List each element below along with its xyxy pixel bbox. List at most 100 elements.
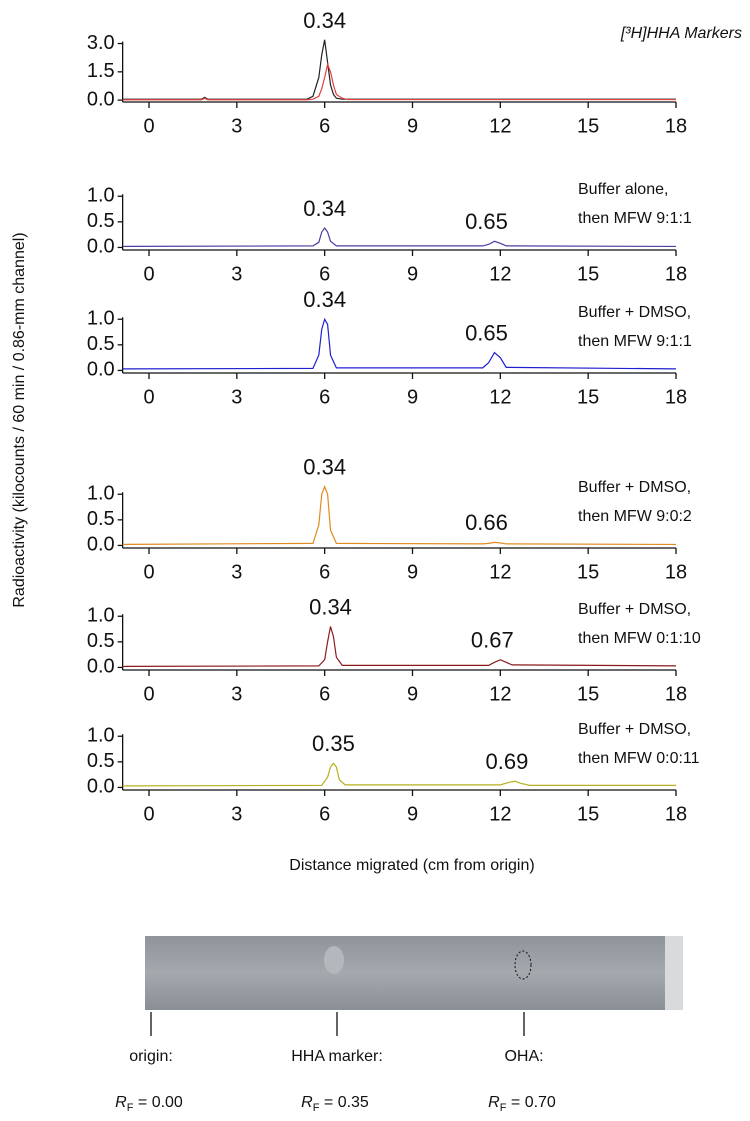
marker-label: origin:	[129, 1048, 173, 1065]
rf-value: = 0.00	[133, 1094, 182, 1111]
x-tick-label: 12	[489, 683, 511, 705]
marker-label: HHA marker:	[291, 1048, 383, 1065]
x-tick-label: 3	[231, 803, 242, 825]
x-tick-label: 6	[319, 386, 330, 408]
y-tick-label: 1.0	[87, 308, 115, 330]
rf-symbol: R	[488, 1094, 500, 1111]
rf-label: RF = 0.00	[115, 1094, 183, 1114]
x-tick-label: 9	[407, 263, 418, 285]
hha-spot	[324, 946, 344, 974]
peak-label: 0.34	[303, 287, 346, 312]
y-tick-label: 0.5	[87, 508, 115, 530]
x-tick-label: 15	[577, 115, 599, 137]
x-tick-label: 0	[143, 683, 154, 705]
x-tick-label: 3	[231, 263, 242, 285]
y-tick-label: 0.5	[87, 210, 115, 232]
x-tick-label: 9	[407, 803, 418, 825]
x-tick-label: 15	[577, 263, 599, 285]
y-tick-label: 1.0	[87, 185, 115, 207]
x-tick-label: 15	[577, 683, 599, 705]
x-tick-label: 0	[143, 803, 154, 825]
rf-subscript: F	[500, 1102, 507, 1114]
panel-label: Buffer + DMSO,	[578, 479, 691, 496]
y-axis-label: Radioactivity (kilocounts / 60 min / 0.8…	[11, 232, 28, 607]
x-tick-label: 6	[319, 803, 330, 825]
panel-label: Buffer + DMSO,	[578, 601, 691, 618]
x-axis-label: Distance migrated (cm from origin)	[289, 857, 534, 874]
x-tick-label: 18	[665, 263, 687, 285]
data-line	[122, 626, 677, 668]
peak-label: 0.69	[486, 749, 529, 774]
x-tick-label: 0	[143, 263, 154, 285]
x-tick-label: 18	[665, 683, 687, 705]
panel-label: then MFW 0:1:10	[578, 630, 701, 647]
data-line	[122, 62, 676, 101]
plate-image	[145, 936, 683, 1010]
x-tick-label: 6	[319, 263, 330, 285]
panel-label: Buffer + DMSO,	[578, 721, 691, 738]
panel-label: then MFW 9:0:2	[578, 508, 692, 525]
y-tick-label: 0.0	[87, 88, 115, 110]
peak-label: 0.34	[309, 594, 352, 619]
rf-symbol: R	[115, 1094, 127, 1111]
peak-label: 0.34	[303, 196, 346, 221]
x-tick-label: 12	[489, 263, 511, 285]
x-tick-label: 15	[577, 386, 599, 408]
x-tick-label: 0	[143, 115, 154, 137]
rf-value: = 0.35	[319, 1094, 368, 1111]
x-tick-label: 9	[407, 561, 418, 583]
panel-label: [³H]HHA Markers	[620, 25, 742, 42]
x-tick-label: 18	[665, 115, 687, 137]
rf-subscript: F	[127, 1102, 134, 1114]
panel-label: then MFW 9:1:1	[578, 210, 692, 227]
oha-spot	[514, 950, 532, 980]
y-tick-label: 0.0	[87, 776, 115, 798]
tlc-plate	[145, 936, 683, 1010]
data-line	[122, 762, 676, 787]
x-tick-label: 18	[665, 386, 687, 408]
x-tick-label: 18	[665, 561, 687, 583]
peak-label: 0.35	[312, 731, 355, 756]
x-tick-label: 6	[319, 115, 330, 137]
y-tick-label: 0.0	[87, 534, 115, 556]
x-tick-label: 9	[407, 683, 418, 705]
rf-label: RF = 0.70	[488, 1094, 556, 1114]
x-tick-label: 3	[231, 561, 242, 583]
panel-label: then MFW 9:1:1	[578, 333, 692, 350]
peak-label: 0.65	[465, 320, 508, 345]
y-tick-label: 0.5	[87, 333, 115, 355]
x-tick-label: 15	[577, 803, 599, 825]
peak-label: 0.67	[471, 628, 514, 653]
marker-label: OHA:	[504, 1048, 543, 1065]
x-tick-label: 0	[143, 561, 154, 583]
x-tick-label: 9	[407, 115, 418, 137]
panel-label: Buffer alone,	[578, 181, 668, 198]
x-tick-label: 12	[489, 386, 511, 408]
x-tick-label: 18	[665, 803, 687, 825]
x-tick-label: 6	[319, 683, 330, 705]
data-line	[122, 39, 676, 100]
panel-label: then MFW 0:0:11	[578, 750, 700, 767]
rf-subscript: F	[313, 1102, 320, 1114]
y-tick-label: 1.0	[87, 483, 115, 505]
x-tick-label: 0	[143, 386, 154, 408]
plate-edge	[665, 936, 683, 1010]
panel-label: Buffer + DMSO,	[578, 304, 691, 321]
y-tick-label: 0.0	[87, 236, 115, 258]
y-tick-label: 0.0	[87, 656, 115, 678]
peak-label: 0.65	[465, 209, 508, 234]
rf-value: = 0.70	[506, 1094, 555, 1111]
data-line	[122, 317, 677, 370]
y-tick-label: 0.5	[87, 630, 115, 652]
x-tick-label: 3	[231, 115, 242, 137]
peak-label: 0.66	[465, 510, 508, 535]
x-tick-label: 3	[231, 386, 242, 408]
x-tick-label: 15	[577, 561, 599, 583]
y-tick-label: 1.0	[87, 725, 115, 747]
x-tick-label: 9	[407, 386, 418, 408]
x-tick-label: 12	[489, 561, 511, 583]
x-tick-label: 12	[489, 115, 511, 137]
data-line	[122, 484, 677, 546]
x-tick-label: 3	[231, 683, 242, 705]
